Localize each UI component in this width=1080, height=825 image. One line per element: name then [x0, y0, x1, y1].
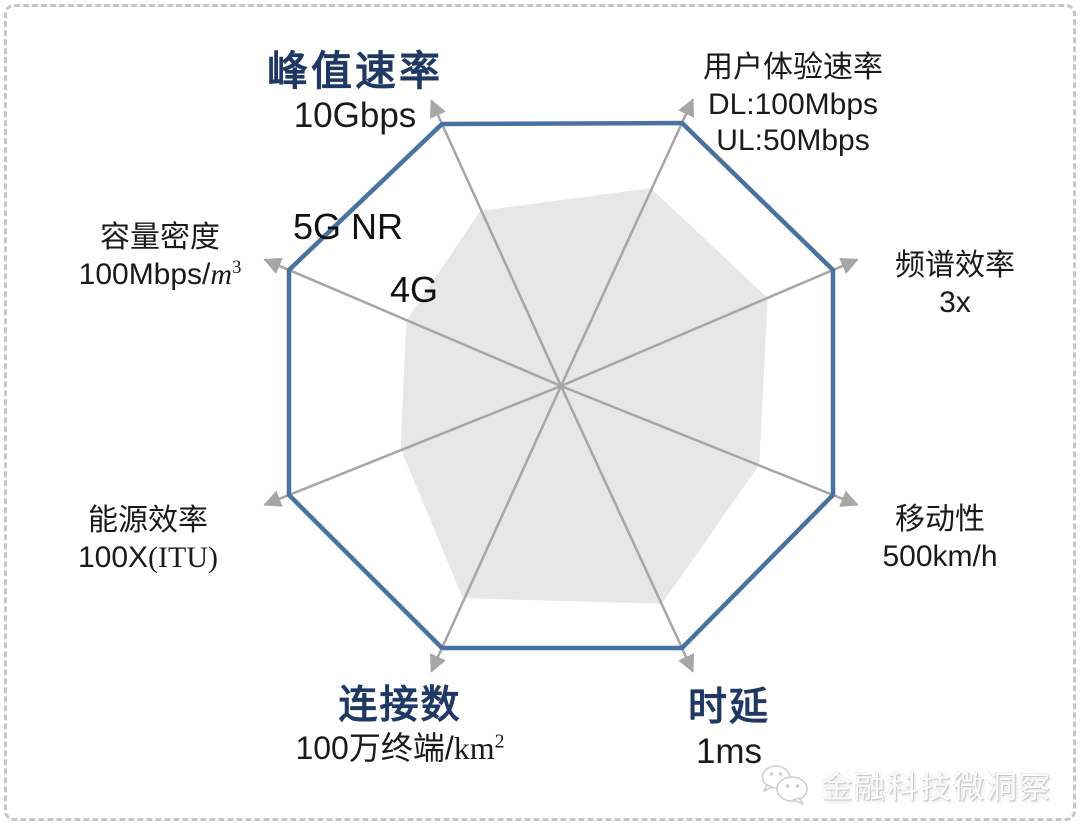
axis-value: 1ms [695, 731, 763, 771]
axis-line-7 [263, 257, 562, 388]
watermark: 金融科技微洞察 [759, 762, 1052, 807]
axis-line-3 [560, 384, 859, 507]
axis-title: 移动性 [895, 503, 985, 536]
axis-label-connection-density: 连接数 100万终端/km2 [250, 684, 550, 768]
axis-label-peak-rate: 峰值速率 10Gbps [205, 48, 505, 138]
axis-line-5 [430, 385, 563, 673]
axis-value: 100Mbps/m3 [78, 256, 242, 291]
axis-title: 容量密度 [100, 221, 220, 254]
axis-value: 100万终端/km2 [295, 729, 505, 766]
watermark-text: 金融科技微洞察 [821, 770, 1052, 805]
axis-title: 峰值速率 [267, 48, 443, 94]
axis-value: 500km/h [882, 539, 998, 573]
axis-title: 能源效率 [88, 504, 208, 537]
axis-label-energy-efficiency: 能源效率 100X(ITU) [0, 503, 296, 576]
axis-value-dl: DL:100Mbps [707, 87, 879, 121]
axis-line-4 [559, 385, 695, 673]
axis-value: 10Gbps [293, 96, 417, 136]
axis-value-ul: UL:50Mbps [716, 124, 870, 158]
axis-label-spectrum-efficiency: 频谱效率 3x [805, 248, 1080, 321]
axis-value: 3x [939, 285, 971, 319]
axis-line-2 [560, 257, 859, 388]
axis-title: 用户体验速率 [703, 51, 883, 84]
axis-value: 100X(ITU) [77, 540, 219, 574]
series-label-4g: 4G [390, 269, 439, 310]
axis-line-6 [263, 384, 562, 507]
axis-title: 频谱效率 [895, 249, 1015, 282]
axis-title: 连接数 [338, 684, 462, 727]
axis-label-mobility: 移动性 500km/h [790, 502, 1080, 575]
axis-label-user-experienced-rate: 用户体验速率 DL:100Mbps UL:50Mbps [643, 50, 943, 160]
axis-title: 时延 [687, 686, 770, 729]
axis-label-capacity-density: 容量密度 100Mbps/m3 [10, 220, 310, 293]
axis-line-0 [430, 99, 563, 387]
wechat-icon [761, 764, 808, 805]
axis-label-latency: 时延 1ms [579, 686, 879, 774]
series-label-5g-nr: 5G NR [293, 206, 404, 247]
axis-line-1 [559, 98, 695, 387]
series-5g-outline [286, 120, 836, 651]
